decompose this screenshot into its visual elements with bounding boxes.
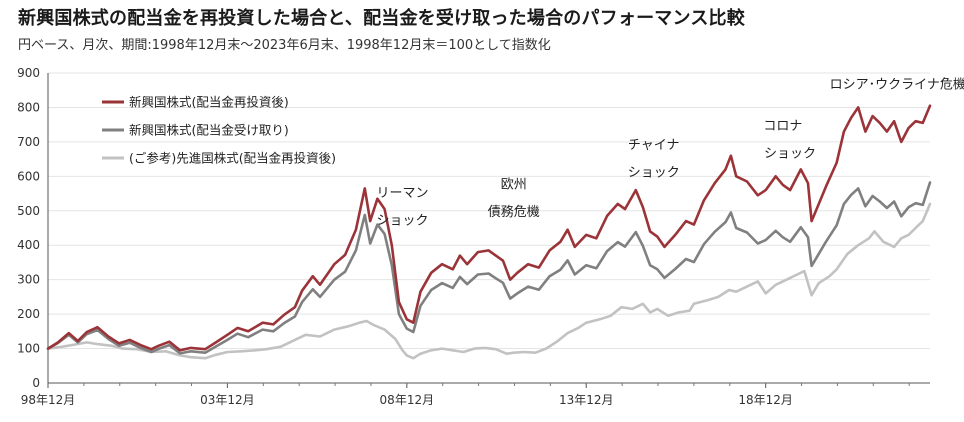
x-tick-label: 98年12月 (21, 393, 76, 407)
x-tick-label: 13年12月 (559, 393, 614, 407)
x-tick-label: 08年12月 (380, 393, 435, 407)
y-tick-label: 700 (17, 135, 40, 149)
chart-subtitle: 円ベース、月次、期間:1998年12月末～2023年6月末、1998年12月末＝… (18, 38, 551, 53)
x-tick-label: 18年12月 (738, 393, 793, 407)
y-tick-label: 200 (17, 307, 40, 321)
y-tick-label: 300 (17, 273, 40, 287)
annotation-label: チャイナ (628, 138, 680, 153)
axes: 0 100 200 300 400 500 600 700 800 900 98年12月 03年12月… (17, 66, 930, 407)
x-tick-label: 03年12月 (200, 393, 255, 407)
annotation-label: ショック (628, 165, 680, 180)
gridlines (48, 72, 930, 350)
y-tick-label: 0 (32, 376, 40, 390)
annotation-label: 債務危機 (488, 205, 540, 220)
legend-label-0: 新興国株式(配当金再投資後) (129, 95, 289, 110)
annotation-label: ショック (764, 146, 816, 161)
y-tick-label: 900 (17, 66, 40, 80)
y-tick-label: 800 (17, 100, 40, 114)
annotation-label: ショック (377, 214, 429, 229)
series-lines (46, 104, 932, 360)
annotation-label: リーマン (377, 186, 429, 201)
legend: 新興国株式(配当金再投資後) 新興国株式(配当金受け取り) (ご参考)先進国株式(配… (102, 95, 336, 166)
annotation-label: コロナ (763, 119, 802, 134)
chart-title: 新興国株式の配当金を再投資した場合と、配当金を受け取った場合のパフォーマンス比較 (18, 8, 745, 29)
y-tick-label: 400 (17, 238, 40, 252)
legend-label-2: (ご参考)先進国株式(配当金再投資後) (129, 151, 336, 166)
y-tick-label: 100 (17, 342, 40, 356)
y-tick-label: 600 (17, 169, 40, 183)
y-tick-label: 500 (17, 204, 40, 218)
legend-label-1: 新興国株式(配当金受け取り) (129, 123, 289, 138)
series-line-1 (46, 181, 932, 355)
annotation-label: ロシア･ウクライナ危機 (830, 78, 964, 93)
annotation-label: 欧州 (501, 177, 527, 192)
series-line-0 (46, 104, 932, 352)
series-line-2 (46, 202, 932, 360)
